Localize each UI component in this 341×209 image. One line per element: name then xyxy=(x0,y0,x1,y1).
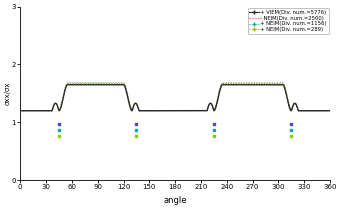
X-axis label: angle: angle xyxy=(163,196,187,205)
Y-axis label: σxx/σx: σxx/σx xyxy=(4,82,10,105)
Legend: + VIEM(Div. num.=5776), - NEIM(Div. num.=2500), + NEIM(Div. num.=1156), + NEIM(D: + VIEM(Div. num.=5776), - NEIM(Div. num.… xyxy=(248,8,328,34)
